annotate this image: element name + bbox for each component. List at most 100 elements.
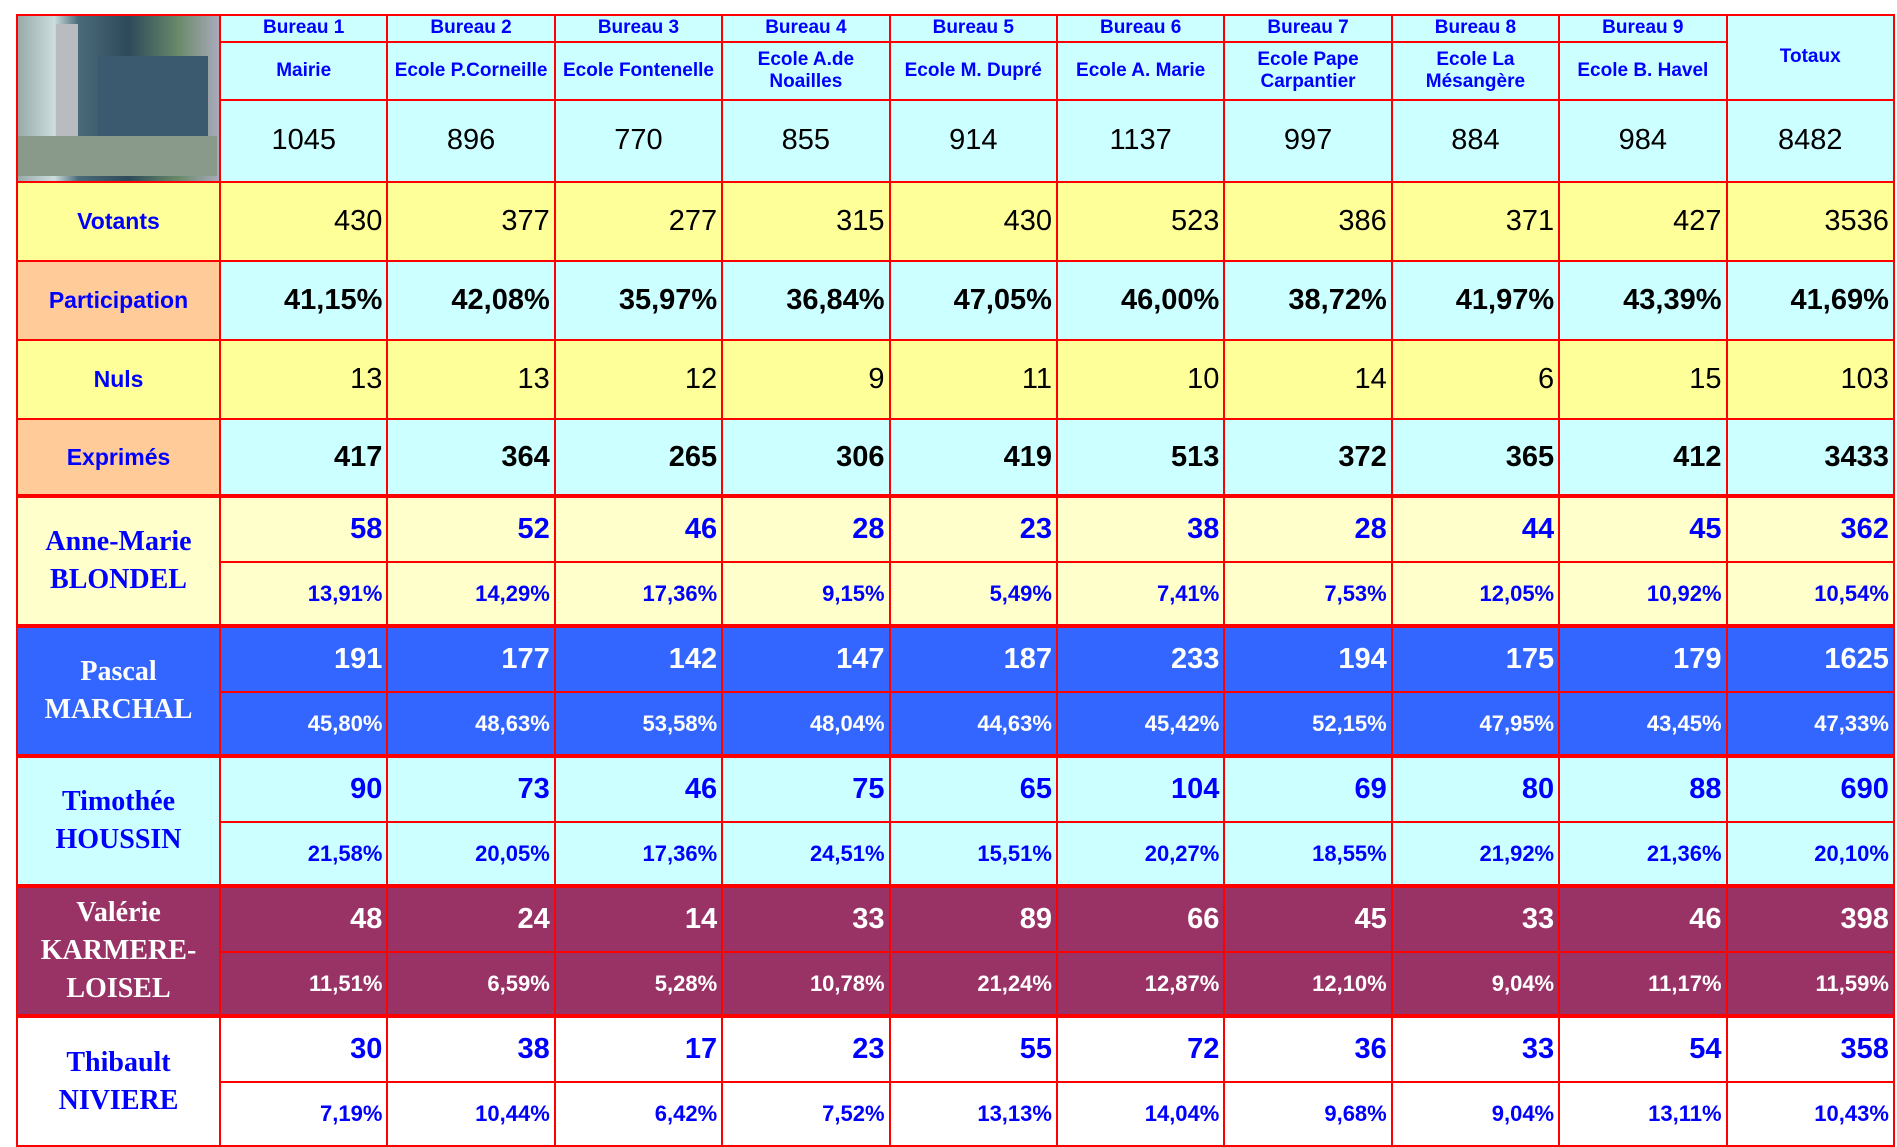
row-value: 13 xyxy=(220,340,387,419)
row-value: 41,97% xyxy=(1392,261,1559,340)
bureau-name: Ecole M. Dupré xyxy=(890,42,1057,100)
inscrits-value: 984 xyxy=(1559,100,1726,182)
row-value: 427 xyxy=(1559,182,1726,261)
row-value: 38,72% xyxy=(1224,261,1391,340)
candidate-percent: 20,27% xyxy=(1057,822,1224,886)
row: 13,91%14,29%17,36%9,15%5,49%7,41%7,53%12… xyxy=(17,562,1894,626)
candidate-votes: 38 xyxy=(387,1016,554,1082)
candidate-votes: 24 xyxy=(387,886,554,952)
candidate-votes: 14 xyxy=(555,886,722,952)
candidate-votes: 52 xyxy=(387,496,554,562)
candidate-votes: 33 xyxy=(1392,1016,1559,1082)
row-value: 513 xyxy=(1057,419,1224,496)
candidate-percent: 21,92% xyxy=(1392,822,1559,886)
inscrits-value: 997 xyxy=(1224,100,1391,182)
candidate-percent: 24,51% xyxy=(722,822,889,886)
row: 11,51%6,59%5,28%10,78%21,24%12,87%12,10%… xyxy=(17,952,1894,1016)
candidate-percent: 52,15% xyxy=(1224,692,1391,756)
candidate-votes: 33 xyxy=(722,886,889,952)
row-value: 377 xyxy=(387,182,554,261)
row-value: 11 xyxy=(890,340,1057,419)
row-label: Votants xyxy=(17,182,220,261)
candidate-votes: 191 xyxy=(220,626,387,692)
candidate-votes: 17 xyxy=(555,1016,722,1082)
candidate-percent: 13,11% xyxy=(1559,1082,1726,1146)
candidate-percent: 10,78% xyxy=(722,952,889,1016)
candidate-votes: 28 xyxy=(722,496,889,562)
inscrits-value: 8482 xyxy=(1727,100,1894,182)
bureau-name: Ecole La Mésangère xyxy=(1392,42,1559,100)
row-value: 35,97% xyxy=(555,261,722,340)
candidate-percent: 7,19% xyxy=(220,1082,387,1146)
row-value: 36,84% xyxy=(722,261,889,340)
row-label: Exprimés xyxy=(17,419,220,496)
row-value: 371 xyxy=(1392,182,1559,261)
candidate-votes: 90 xyxy=(220,756,387,822)
candidate-percent: 43,45% xyxy=(1559,692,1726,756)
row-value: 12 xyxy=(555,340,722,419)
candidate-votes: 30 xyxy=(220,1016,387,1082)
candidate-percent: 9,04% xyxy=(1392,952,1559,1016)
candidate-percent: 18,55% xyxy=(1224,822,1391,886)
row-value: 386 xyxy=(1224,182,1391,261)
candidate-percent: 15,51% xyxy=(890,822,1057,886)
candidate-votes: 177 xyxy=(387,626,554,692)
candidate-percent: 21,24% xyxy=(890,952,1057,1016)
row-value: 42,08% xyxy=(387,261,554,340)
candidate-percent: 10,54% xyxy=(1727,562,1894,626)
row: 7,19%10,44%6,42%7,52%13,13%14,04%9,68%9,… xyxy=(17,1082,1894,1146)
candidate-percent: 21,58% xyxy=(220,822,387,886)
bureau-name: Ecole A.de Noailles xyxy=(722,42,889,100)
candidate-percent: 20,10% xyxy=(1727,822,1894,886)
bureau-name: Mairie xyxy=(220,42,387,100)
bureau-name: Ecole B. Havel xyxy=(1559,42,1726,100)
candidate-votes: 398 xyxy=(1727,886,1894,952)
inscrits-value: 884 xyxy=(1392,100,1559,182)
bureau-number: Bureau 1 xyxy=(220,15,387,42)
candidate-name: Timothée HOUSSIN xyxy=(17,756,220,886)
candidate-votes: 362 xyxy=(1727,496,1894,562)
candidate-percent: 12,87% xyxy=(1057,952,1224,1016)
row-value: 372 xyxy=(1224,419,1391,496)
candidate-percent: 20,05% xyxy=(387,822,554,886)
candidate-percent: 7,41% xyxy=(1057,562,1224,626)
candidate-votes: 46 xyxy=(555,756,722,822)
candidate-votes: 72 xyxy=(1057,1016,1224,1082)
candidate-votes: 104 xyxy=(1057,756,1224,822)
candidate-votes: 45 xyxy=(1559,496,1726,562)
row-value: 47,05% xyxy=(890,261,1057,340)
candidate-percent: 53,58% xyxy=(555,692,722,756)
candidate-percent: 17,36% xyxy=(555,822,722,886)
bureau-number: Bureau 2 xyxy=(387,15,554,42)
candidate-votes: 233 xyxy=(1057,626,1224,692)
candidate-votes: 187 xyxy=(890,626,1057,692)
candidate-votes: 179 xyxy=(1559,626,1726,692)
row-value: 13 xyxy=(387,340,554,419)
candidate-percent: 7,52% xyxy=(722,1082,889,1146)
candidate-percent: 10,43% xyxy=(1727,1082,1894,1146)
candidate-name: Anne-Marie BLONDEL xyxy=(17,496,220,626)
row-value: 365 xyxy=(1392,419,1559,496)
candidate-percent: 47,33% xyxy=(1727,692,1894,756)
row-value: 41,15% xyxy=(220,261,387,340)
candidate-percent: 9,15% xyxy=(722,562,889,626)
row-value: 9 xyxy=(722,340,889,419)
candidate-votes: 46 xyxy=(555,496,722,562)
candidate-percent: 11,17% xyxy=(1559,952,1726,1016)
bureau-name: Ecole Fontenelle xyxy=(555,42,722,100)
row-value: 46,00% xyxy=(1057,261,1224,340)
candidate-votes: 75 xyxy=(722,756,889,822)
candidate-percent: 5,28% xyxy=(555,952,722,1016)
candidate-votes: 28 xyxy=(1224,496,1391,562)
candidate-votes: 48 xyxy=(220,886,387,952)
row-value: 523 xyxy=(1057,182,1224,261)
row-value: 417 xyxy=(220,419,387,496)
inscrits-value: 914 xyxy=(890,100,1057,182)
